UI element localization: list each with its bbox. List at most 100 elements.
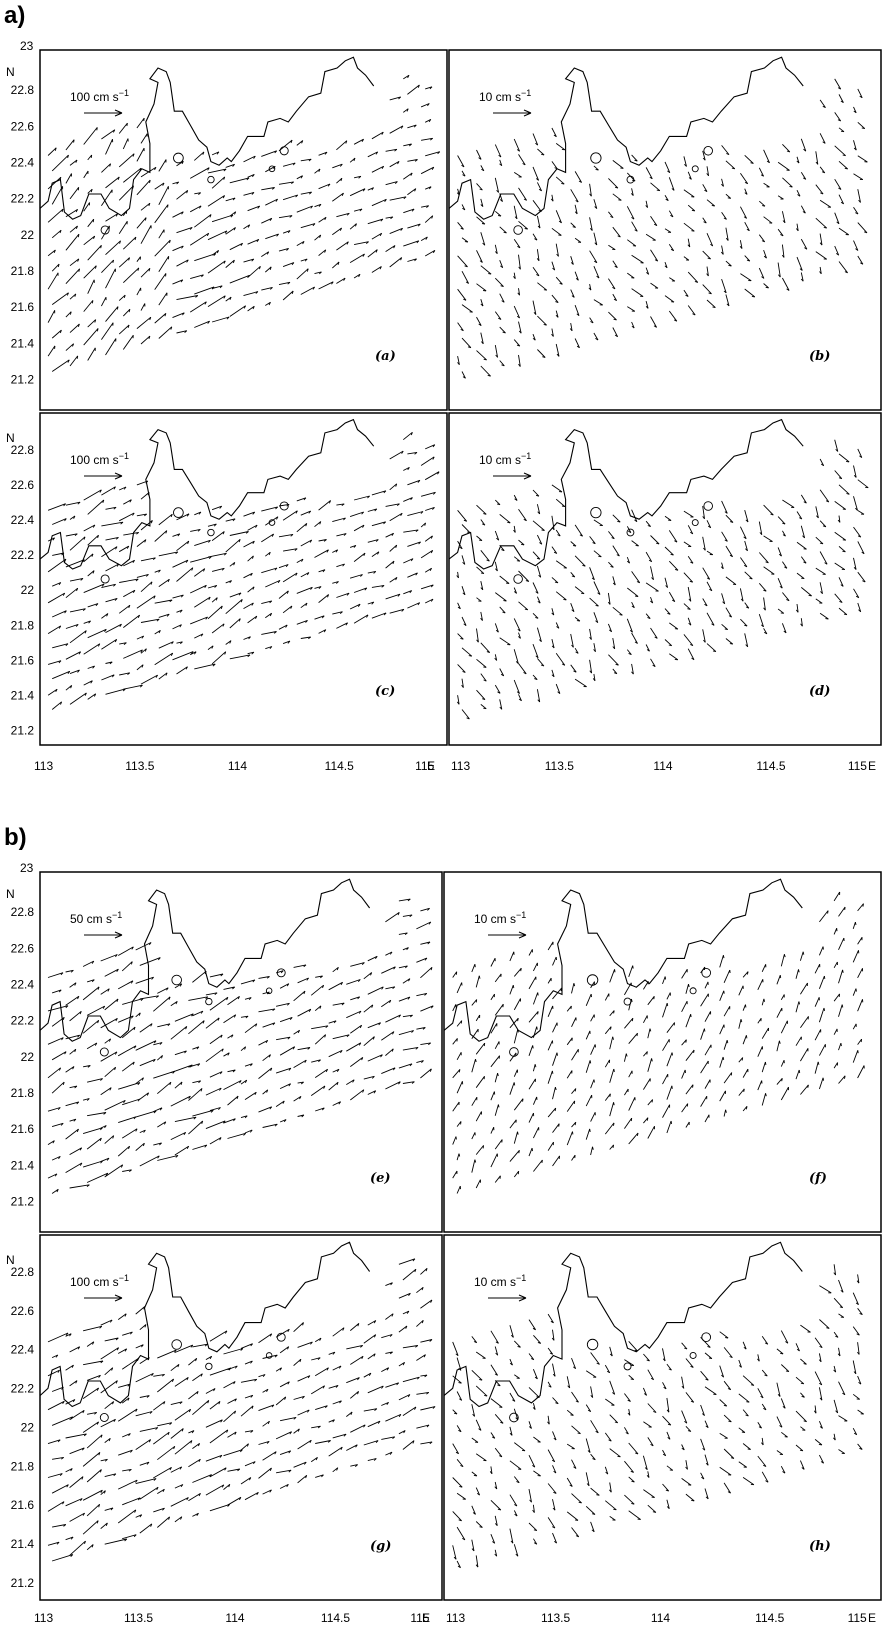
current-vector <box>385 1413 402 1422</box>
y-tick-label: 23 <box>20 39 34 53</box>
current-vector-head <box>687 608 691 610</box>
current-vector <box>139 1395 150 1398</box>
current-vector <box>742 971 749 978</box>
current-vector-head <box>173 1349 177 1353</box>
current-vector <box>105 240 121 256</box>
current-vector-head <box>140 998 144 1002</box>
current-vector <box>853 173 864 180</box>
current-vector-head <box>340 1050 343 1054</box>
current-vector <box>278 590 289 599</box>
current-vector-head <box>763 1464 767 1467</box>
current-vector-head <box>128 257 131 261</box>
current-vector-head <box>536 557 541 560</box>
current-vector-head <box>283 1119 287 1123</box>
current-vector <box>176 190 188 200</box>
current-vector-head <box>540 664 545 667</box>
current-vector <box>800 1324 811 1333</box>
current-vector-head <box>781 1078 783 1082</box>
current-vector <box>721 593 726 604</box>
current-vector <box>456 1357 462 1371</box>
current-vector <box>258 1106 272 1113</box>
island-outline <box>268 165 276 173</box>
current-vector <box>86 1137 102 1150</box>
current-vector-head <box>533 312 537 315</box>
x-tick-label: 113 <box>446 1611 465 1625</box>
current-vector-head <box>460 1020 463 1024</box>
current-vector-head <box>153 595 156 599</box>
current-vector <box>310 1385 325 1395</box>
current-vector <box>385 148 397 152</box>
current-vector-head <box>288 1067 292 1071</box>
current-vector-head <box>180 1516 183 1520</box>
current-vector <box>780 1060 785 1067</box>
current-vector-head <box>424 957 428 961</box>
current-vector <box>336 241 349 251</box>
current-vector <box>608 311 617 321</box>
current-vector <box>122 1331 133 1336</box>
current-vector <box>494 561 498 572</box>
current-vector-head <box>184 1050 187 1054</box>
current-vector-head <box>665 1489 669 1492</box>
current-vector-head <box>414 188 417 192</box>
current-vector <box>490 1055 500 1068</box>
x-tick-label: 113 <box>34 759 53 773</box>
current-vector <box>211 176 226 189</box>
current-vector <box>687 305 696 316</box>
current-vector-head <box>625 1053 628 1057</box>
current-vector <box>209 973 224 978</box>
current-vector <box>533 1436 541 1443</box>
current-vector-head <box>83 536 86 540</box>
current-vector-head <box>250 573 253 577</box>
current-vector-head <box>510 1334 514 1338</box>
current-vector <box>456 1391 463 1401</box>
current-vector <box>83 1065 91 1068</box>
current-vector-head <box>226 1429 229 1433</box>
current-vector-head <box>795 609 799 613</box>
current-vector <box>296 175 303 180</box>
current-vector <box>585 1505 596 1515</box>
current-vector-head <box>346 592 350 596</box>
current-vector-head <box>402 1362 405 1366</box>
current-vector <box>407 602 420 609</box>
current-vector <box>490 1153 498 1168</box>
current-vector-head <box>73 139 75 143</box>
current-vector-head <box>53 249 56 253</box>
current-vector <box>416 1286 424 1294</box>
current-vector <box>188 996 208 1001</box>
current-vector-head <box>92 1341 95 1345</box>
current-vector <box>782 499 795 508</box>
current-vector <box>574 304 580 316</box>
current-vector <box>480 232 486 246</box>
current-vector-head <box>358 1042 362 1046</box>
current-vector <box>194 539 211 547</box>
current-vector <box>318 183 331 190</box>
current-vector <box>704 1011 711 1022</box>
current-vector-head <box>474 1159 477 1163</box>
current-vector <box>83 643 101 655</box>
current-vector-head <box>424 522 427 526</box>
current-vector <box>551 546 558 554</box>
current-vector-head <box>483 707 487 710</box>
current-vector-head <box>146 1092 150 1096</box>
current-vector-head <box>112 1135 115 1139</box>
current-vector-head <box>708 1357 712 1360</box>
current-vector-head <box>610 565 614 568</box>
current-vector-head <box>355 1464 358 1467</box>
current-vector <box>407 541 421 547</box>
panel-e: 50 cm s−1(e) <box>39 871 443 1233</box>
current-vector <box>87 665 95 669</box>
y-tick-label: 22.8 <box>11 905 35 919</box>
current-vector-head <box>232 986 235 990</box>
current-vector <box>349 511 364 518</box>
current-vector <box>838 453 850 463</box>
current-vector <box>721 562 724 569</box>
current-vector-head <box>517 1018 519 1022</box>
current-vector-head <box>212 663 216 667</box>
current-vector-head <box>287 1036 291 1040</box>
current-vector <box>800 205 806 214</box>
current-vector-head <box>707 257 711 260</box>
current-vector-head <box>373 1320 377 1324</box>
current-vector-head <box>426 205 429 208</box>
current-vector <box>243 540 255 548</box>
current-vector-head <box>390 216 394 220</box>
